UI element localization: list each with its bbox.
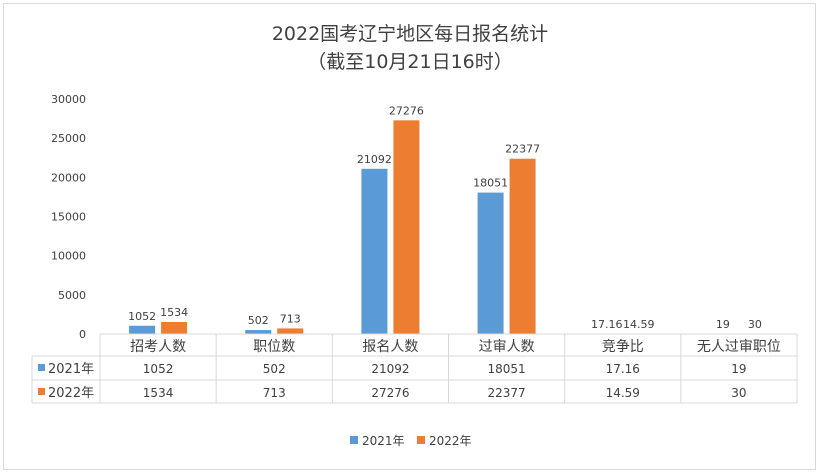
data-label: 30 (748, 318, 762, 331)
bar-series2 (161, 321, 188, 334)
category-label: 报名人数 (362, 339, 418, 355)
table-cell: 27276 (371, 386, 409, 400)
data-label: 1534 (160, 306, 188, 319)
chart-subtitle: （截至10月21日16时） (307, 51, 513, 73)
chart-title: 2022国考辽宁地区每日报名统计 (272, 23, 548, 45)
table-cell: 22377 (487, 386, 525, 400)
data-label: 19 (716, 318, 730, 331)
bar-series1 (129, 325, 156, 334)
legend-label: 2021年 (362, 434, 405, 448)
y-tick-label: 10000 (51, 250, 86, 263)
data-label: 27276 (389, 104, 424, 117)
y-tick-label: 30000 (51, 93, 86, 106)
legend-key (417, 436, 425, 444)
y-tick-label: 0 (79, 328, 86, 341)
data-label: 502 (248, 314, 269, 327)
bar-series1 (245, 330, 272, 334)
y-tick-label: 15000 (51, 211, 86, 224)
category-label: 竞争比 (602, 338, 644, 355)
category-label: 无人过审职位 (697, 339, 781, 355)
table-legend-key (38, 364, 45, 371)
table-cell: 19 (731, 362, 746, 376)
legend-label: 2022年 (429, 434, 472, 448)
bar-series2 (509, 158, 536, 334)
data-label: 14.59 (623, 318, 655, 331)
chart-frame (3, 3, 816, 470)
table-cell: 21092 (371, 362, 409, 376)
table-cell: 502 (263, 362, 286, 376)
data-label: 17.16 (591, 318, 623, 331)
data-label: 22377 (505, 143, 540, 156)
table-series-name: 2022年 (48, 386, 94, 401)
bar-series2 (277, 328, 304, 334)
table-legend-key (38, 388, 45, 395)
y-tick-label: 20000 (51, 171, 86, 184)
category-label: 职位数 (253, 339, 295, 355)
category-label: 过审人数 (479, 339, 535, 355)
legend-key (350, 436, 358, 444)
data-label: 18051 (473, 177, 508, 190)
data-label: 713 (280, 312, 301, 325)
table-cell: 17.16 (606, 362, 640, 376)
data-label: 21092 (357, 153, 392, 166)
bar-series1 (361, 168, 388, 334)
table-series-name: 2021年 (48, 362, 94, 377)
table-cell: 18051 (487, 362, 525, 376)
category-label: 招考人数 (130, 339, 186, 355)
y-tick-label: 25000 (51, 132, 86, 145)
table-cell: 30 (731, 386, 746, 400)
table-cell: 713 (263, 386, 286, 400)
y-tick-label: 5000 (58, 289, 86, 302)
data-label: 1052 (128, 310, 156, 323)
table-cell: 1534 (143, 386, 174, 400)
bar-series1 (477, 192, 504, 334)
table-cell: 14.59 (606, 386, 640, 400)
bar-series2 (393, 120, 420, 334)
table-cell: 1052 (143, 362, 174, 376)
